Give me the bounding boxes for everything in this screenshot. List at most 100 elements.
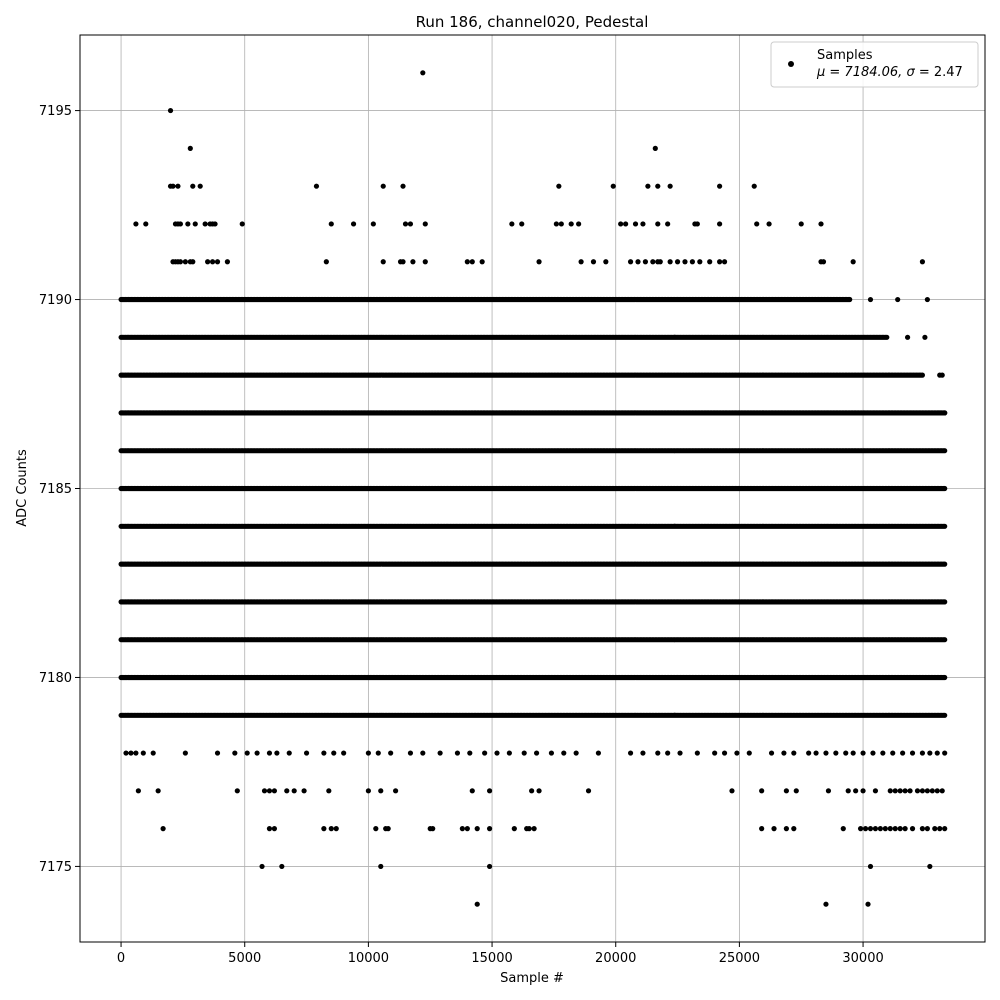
sample-point bbox=[900, 750, 906, 756]
sample-point bbox=[526, 826, 532, 832]
sample-point bbox=[865, 901, 871, 907]
sample-point bbox=[578, 259, 584, 265]
sample-point bbox=[897, 788, 903, 794]
sample-point bbox=[291, 788, 297, 794]
sample-point bbox=[437, 750, 443, 756]
sample-point bbox=[271, 788, 278, 794]
sample-point bbox=[385, 826, 391, 832]
sample-point bbox=[922, 334, 928, 340]
sample-point bbox=[400, 259, 406, 265]
sample-point bbox=[155, 788, 161, 794]
sample-point bbox=[486, 788, 493, 794]
sample-point bbox=[927, 750, 933, 756]
sample-point bbox=[529, 788, 535, 794]
sample-point bbox=[464, 826, 470, 832]
sample-point bbox=[645, 183, 651, 189]
sample-point bbox=[573, 750, 579, 756]
sample-point bbox=[239, 221, 245, 227]
sample-point bbox=[939, 788, 945, 794]
sample-point bbox=[182, 750, 188, 756]
sample-band bbox=[118, 448, 948, 454]
sample-point bbox=[266, 826, 273, 832]
sample-point bbox=[697, 259, 703, 265]
x-tick-label: 5000 bbox=[228, 951, 261, 966]
sample-point bbox=[459, 826, 465, 832]
legend: Samples μ = 7184.06, σ = 2.47 bbox=[770, 41, 979, 88]
sample-point bbox=[924, 788, 930, 794]
sample-point bbox=[872, 788, 879, 794]
sample-point bbox=[880, 750, 886, 756]
sample-point bbox=[793, 788, 799, 794]
sample-point bbox=[919, 259, 926, 265]
sample-point bbox=[909, 826, 916, 832]
sample-point bbox=[284, 788, 290, 794]
sample-point bbox=[323, 259, 329, 265]
sample-band bbox=[118, 410, 948, 416]
sample-point bbox=[932, 826, 938, 832]
sample-band bbox=[118, 599, 948, 605]
sample-point bbox=[133, 221, 139, 227]
sample-point bbox=[469, 259, 475, 265]
sample-point bbox=[301, 788, 307, 794]
sample-point bbox=[882, 826, 888, 832]
sample-point bbox=[635, 259, 641, 265]
sample-point bbox=[897, 826, 903, 832]
sample-point bbox=[721, 259, 728, 265]
sample-point bbox=[850, 259, 856, 265]
sample-point bbox=[531, 826, 537, 832]
sample-point bbox=[321, 826, 327, 832]
sample-point bbox=[665, 750, 671, 756]
sample-point bbox=[766, 221, 772, 227]
sample-point bbox=[833, 750, 839, 756]
sample-point bbox=[341, 750, 347, 756]
sample-point bbox=[870, 750, 876, 756]
sample-point bbox=[887, 826, 893, 832]
sample-point bbox=[150, 750, 156, 756]
sample-point bbox=[632, 221, 639, 227]
sample-point bbox=[813, 750, 819, 756]
sample-point bbox=[890, 750, 896, 756]
sample-point bbox=[261, 788, 268, 794]
sample-point bbox=[380, 259, 386, 265]
sample-point bbox=[806, 750, 812, 756]
sample-point bbox=[274, 750, 280, 756]
sample-point bbox=[519, 221, 525, 227]
sample-point bbox=[919, 788, 926, 794]
sample-point bbox=[576, 221, 582, 227]
sample-point bbox=[872, 826, 879, 832]
sample-point bbox=[561, 750, 567, 756]
sample-point bbox=[682, 259, 688, 265]
sample-point bbox=[783, 788, 789, 794]
sample-point bbox=[717, 183, 723, 189]
sample-point bbox=[590, 259, 597, 265]
y-tick-label: 7195 bbox=[39, 104, 72, 119]
sample-point bbox=[712, 750, 718, 756]
sample-point bbox=[135, 788, 141, 794]
sample-point bbox=[190, 183, 196, 189]
sample-point bbox=[694, 221, 700, 227]
sample-point bbox=[553, 221, 559, 227]
sample-point bbox=[942, 410, 948, 416]
sample-point bbox=[177, 259, 184, 265]
sample-band bbox=[118, 712, 948, 718]
sample-point bbox=[798, 221, 804, 227]
legend-label: Samples bbox=[817, 48, 873, 63]
sample-point bbox=[259, 863, 265, 870]
sample-point bbox=[640, 221, 646, 227]
sample-point bbox=[751, 183, 757, 189]
sample-point bbox=[929, 788, 935, 794]
sample-point bbox=[791, 826, 797, 832]
sample-point bbox=[328, 221, 334, 227]
sample-point bbox=[721, 750, 728, 756]
sample-point bbox=[556, 183, 562, 189]
sample-point bbox=[313, 183, 320, 189]
sample-point bbox=[333, 826, 339, 832]
sample-band bbox=[118, 637, 948, 643]
sample-point bbox=[850, 750, 856, 756]
sample-point bbox=[768, 750, 775, 756]
sample-band bbox=[118, 523, 948, 529]
sample-point bbox=[924, 296, 930, 303]
sample-point bbox=[707, 259, 713, 265]
sample-point bbox=[378, 788, 384, 794]
chart-title: Run 186, channel020, Pedestal bbox=[416, 13, 649, 31]
